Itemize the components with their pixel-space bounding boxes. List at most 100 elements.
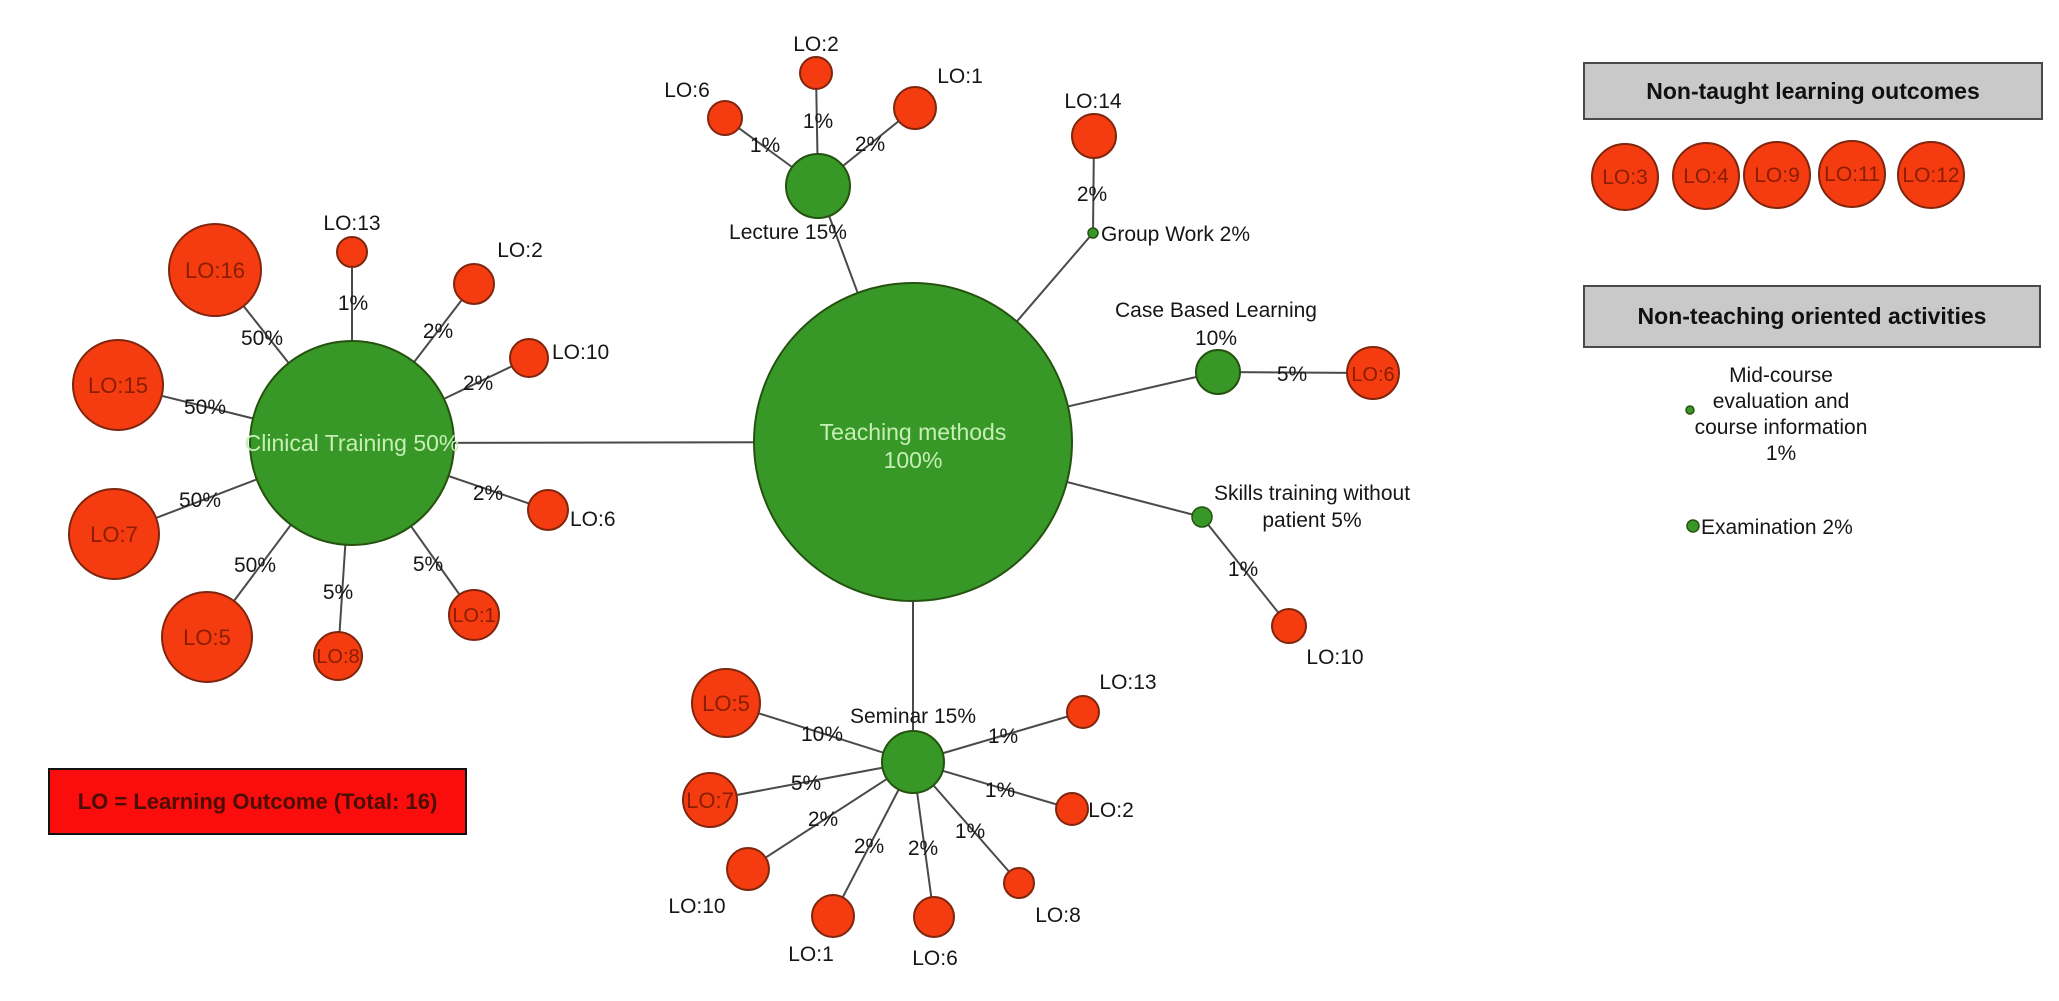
node-c-lo8 — [313, 631, 363, 681]
edge-label-seminar-s-lo6: 2% — [908, 837, 938, 860]
node-p-lo11 — [1818, 140, 1886, 208]
node-s-lo1 — [811, 894, 855, 938]
edge-label-lecture-l-lo6: 1% — [750, 134, 780, 157]
p-lo11-label: LO:11 — [1824, 163, 1880, 186]
edge-label-clinical-c-lo8: 5% — [323, 581, 353, 604]
node-skills — [1191, 506, 1213, 528]
node-teaching — [753, 282, 1073, 602]
non-teaching-header-box: Non-teaching oriented activities — [1583, 285, 2041, 348]
edge-label-casebased-cb-lo6: 5% — [1277, 363, 1307, 386]
node-c-lo1 — [448, 589, 500, 641]
clinical-label: Clinical Training 50% — [245, 430, 460, 456]
s-lo7-label: LO:7 — [686, 788, 734, 813]
node-c-lo2 — [453, 263, 495, 305]
c-lo8-label: LO:8 — [316, 646, 359, 668]
node-s-lo7 — [682, 772, 738, 828]
node-casebased — [1195, 349, 1241, 395]
skills-label: Skills training without patient 5% — [1214, 482, 1410, 532]
edge-seminar-s-lo7 — [709, 761, 914, 801]
p-lo4-label: LO:4 — [1683, 165, 1729, 188]
s-lo5-label: LO:5 — [702, 691, 750, 716]
p-lo12-label: LO:12 — [1902, 164, 1959, 187]
node-p-lo3 — [1591, 143, 1659, 211]
node-c-lo10 — [509, 338, 549, 378]
edge-label-seminar-s-lo1: 2% — [854, 835, 884, 858]
edge-label-clinical-c-lo6: 2% — [473, 482, 503, 505]
node-c-lo5 — [161, 591, 253, 683]
gw-lo14-label: LO:14 — [1064, 90, 1122, 113]
edge-label-clinical-c-lo1: 5% — [413, 553, 443, 576]
edge-label-clinical-c-lo5: 50% — [234, 554, 276, 577]
c-lo5-label: LO:5 — [183, 625, 231, 650]
node-examination-dot — [1686, 519, 1700, 533]
node-c-lo6 — [527, 489, 569, 531]
c-lo10-label: LO:10 — [552, 341, 609, 364]
non-taught-header-box: Non-taught learning outcomes — [1583, 62, 2043, 120]
node-l-lo6 — [707, 100, 743, 136]
cb-lo6-label: LO:6 — [1351, 364, 1394, 386]
edge-label-seminar-s-lo2: 1% — [985, 779, 1015, 802]
groupwork-label: Group Work 2% — [1101, 223, 1250, 246]
s-lo1-label: LO:1 — [788, 943, 834, 966]
edge-label-groupwork-gw-lo14: 2% — [1077, 183, 1107, 206]
examination-label: Examination 2% — [1701, 516, 1853, 539]
node-clinical — [249, 340, 455, 546]
node-cb-lo6 — [1346, 346, 1400, 400]
node-lecture — [785, 153, 851, 219]
s-lo2-label: LO:2 — [1088, 799, 1134, 822]
edge-label-clinical-c-lo15: 50% — [184, 396, 226, 419]
c-lo15-label: LO:15 — [88, 373, 148, 398]
p-lo9-label: LO:9 — [1754, 164, 1800, 187]
node-sk-lo10 — [1271, 608, 1307, 644]
c-lo16-label: LO:16 — [185, 258, 245, 283]
midcourse-label: Mid-course evaluation and course informati… — [1695, 364, 1868, 465]
s-lo10-label: LO:10 — [668, 895, 725, 918]
node-s-lo5 — [691, 668, 761, 738]
edge-label-seminar-s-lo8: 1% — [955, 820, 985, 843]
edge-seminar-s-lo10 — [747, 761, 914, 870]
edge-skills-sk-lo10 — [1201, 516, 1290, 627]
c-lo7-label: LO:7 — [90, 522, 138, 547]
edge-label-seminar-s-lo7: 5% — [791, 772, 821, 795]
edge-label-clinical-c-lo2: 2% — [423, 320, 453, 343]
node-l-lo1 — [893, 86, 937, 130]
edge-label-seminar-s-lo13: 1% — [988, 725, 1018, 748]
c-lo6-label: LO:6 — [570, 508, 616, 531]
edge-label-seminar-s-lo5: 10% — [801, 723, 843, 746]
node-c-lo7 — [68, 488, 160, 580]
p-lo3-label: LO:3 — [1602, 166, 1648, 189]
l-lo2-label: LO:2 — [793, 33, 839, 56]
lecture-label: Lecture 15% — [729, 221, 847, 244]
node-gw-lo14 — [1071, 113, 1117, 159]
seminar-label: Seminar 15% — [850, 705, 976, 728]
edge-label-lecture-l-lo2: 1% — [803, 110, 833, 133]
lo-legend-label: LO = Learning Outcome (Total: 16) — [77, 788, 438, 814]
node-groupwork — [1087, 227, 1099, 239]
node-p-lo4 — [1672, 142, 1740, 210]
node-l-lo2 — [799, 56, 833, 90]
node-c-lo16 — [168, 223, 262, 317]
node-p-lo12 — [1897, 141, 1965, 209]
s-lo8-label: LO:8 — [1035, 904, 1081, 927]
node-c-lo15 — [72, 339, 164, 431]
s-lo13-label: LO:13 — [1099, 671, 1156, 694]
c-lo13-label: LO:13 — [323, 212, 380, 235]
edge-label-clinical-c-lo13: 1% — [338, 292, 368, 315]
teaching-label: Teaching methods 100% — [820, 419, 1007, 473]
node-s-lo6 — [913, 896, 955, 938]
casebased-label: Case Based Learning 10% — [1115, 299, 1317, 350]
edge-label-clinical-c-lo16: 50% — [241, 327, 283, 350]
node-c-lo13 — [336, 236, 368, 268]
node-seminar — [881, 730, 945, 794]
edge-label-seminar-s-lo10: 2% — [808, 808, 838, 831]
node-midcourse-dot — [1685, 405, 1695, 415]
non-teaching-header-label: Non-teaching oriented activities — [1637, 303, 1987, 329]
node-s-lo8 — [1003, 867, 1035, 899]
node-s-lo2 — [1055, 792, 1089, 826]
edge-label-clinical-c-lo10: 2% — [463, 372, 493, 395]
edge-label-skills-sk-lo10: 1% — [1228, 558, 1258, 581]
edge-label-lecture-l-lo1: 2% — [855, 133, 885, 156]
l-lo6-label: LO:6 — [664, 79, 710, 102]
